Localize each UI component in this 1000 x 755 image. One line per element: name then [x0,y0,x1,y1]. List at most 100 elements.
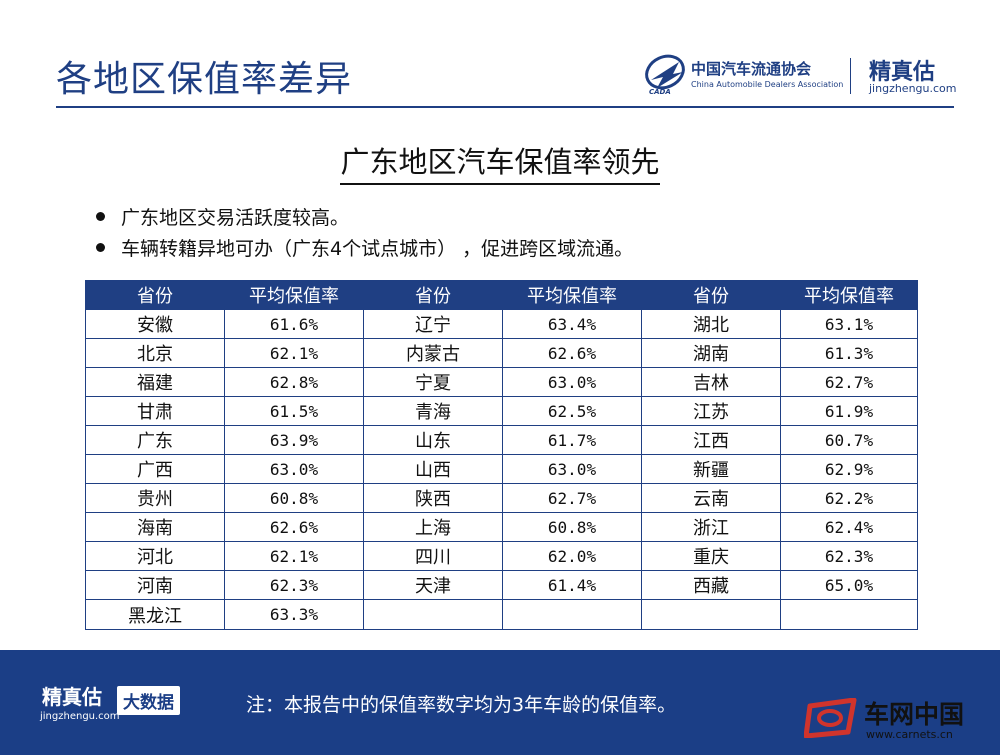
section-title: 广东地区汽车保值率领先 [0,139,1000,185]
province-cell: 重庆 [641,541,781,571]
rate-cell: 62.6% [502,338,642,368]
table-row: 福建 62.8% 宁夏 63.0% 吉林 62.7% [85,367,918,397]
rate-cell: 62.1% [224,541,364,571]
rate-cell [502,599,642,630]
bullet-item: 广东地区交易活跃度较高。 [96,203,633,234]
logo-divider [850,58,851,94]
province-cell: 福建 [85,367,225,397]
province-cell: 内蒙古 [363,338,503,368]
province-cell: 辽宁 [363,309,503,339]
rate-cell: 62.7% [502,483,642,513]
header-logos: CADA 中国汽车流通协会 China Automobile Dealers A… [643,50,963,96]
province-cell: 吉林 [641,367,781,397]
rate-cell: 61.6% [224,309,364,339]
rate-cell: 62.0% [502,541,642,571]
rate-cell: 61.7% [502,425,642,455]
table-row: 河南 62.3% 天津 61.4% 西藏 65.0% [85,570,918,600]
svg-text:CADA: CADA [649,88,671,96]
cada-english-name: China Automobile Dealers Association [691,80,844,89]
province-cell: 新疆 [641,454,781,484]
carnets-name: 车网中国 [864,700,965,729]
rate-cell: 60.8% [502,512,642,542]
rate-cell: 62.6% [224,512,364,542]
footer-note: 注：本报告中的保值率数字均为3年车龄的保值率。 [246,694,677,716]
table-row: 河北 62.1% 四川 62.0% 重庆 62.3% [85,541,918,571]
province-cell: 湖南 [641,338,781,368]
footer-brand: 精真估 [42,685,102,709]
province-cell: 浙江 [641,512,781,542]
rate-cell [780,599,918,630]
province-cell: 山西 [363,454,503,484]
table-row: 甘肃 61.5% 青海 62.5% 江苏 61.9% [85,396,918,426]
province-cell: 贵州 [85,483,225,513]
table-header-row: 省份 平均保值率 省份 平均保值率 省份 平均保值率 [85,280,918,310]
bullet-text: 广东地区交易活跃度较高。 [121,207,350,229]
footer-url: jingzhengu.com [40,711,120,722]
rate-cell: 60.7% [780,425,918,455]
rate-cell: 63.0% [502,367,642,397]
table-row: 安徽 61.6% 辽宁 63.4% 湖北 63.1% [85,309,918,339]
province-cell: 河北 [85,541,225,571]
bullet-icon [96,243,105,252]
province-cell [641,599,781,630]
province-cell: 河南 [85,570,225,600]
table-body: 安徽 61.6% 辽宁 63.4% 湖北 63.1% 北京 62.1% 内蒙古 62.6% 湖南 61… [85,309,918,630]
jzg-logo-name: 精真估 [869,60,936,85]
rate-cell: 62.4% [780,512,918,542]
rate-cell: 63.3% [224,599,364,630]
province-cell: 天津 [363,570,503,600]
rate-cell: 62.3% [224,570,364,600]
rate-cell: 61.4% [502,570,642,600]
header-rate: 平均保值率 [224,280,364,310]
province-cell: 江苏 [641,396,781,426]
jzg-logo-url: jingzhengu.com [869,82,957,95]
header-province: 省份 [641,280,781,310]
table-row: 广东 63.9% 山东 61.7% 江西 60.7% [85,425,918,455]
rate-cell: 62.8% [224,367,364,397]
retention-rate-table: 省份 平均保值率 省份 平均保值率 省份 平均保值率 安徽 61.6% 辽宁 63.4… [85,280,918,630]
rate-cell: 62.5% [502,396,642,426]
table-row: 广西 63.0% 山西 63.0% 新疆 62.9% [85,454,918,484]
header-province: 省份 [85,280,225,310]
table-row: 海南 62.6% 上海 60.8% 浙江 62.4% [85,512,918,542]
rate-cell: 65.0% [780,570,918,600]
rate-cell: 62.3% [780,541,918,571]
province-cell: 广西 [85,454,225,484]
rate-cell: 62.2% [780,483,918,513]
rate-cell: 61.9% [780,396,918,426]
rate-cell: 63.9% [224,425,364,455]
province-cell: 陕西 [363,483,503,513]
header-rate: 平均保值率 [780,280,918,310]
table-row: 贵州 60.8% 陕西 62.7% 云南 62.2% [85,483,918,513]
rate-cell: 63.1% [780,309,918,339]
carnets-logo: 车网中国 www.carnets.cn [800,692,1000,755]
header-rate: 平均保值率 [502,280,642,310]
province-cell: 西藏 [641,570,781,600]
province-cell: 广东 [85,425,225,455]
bullet-item: 车辆转籍异地可办（广东4个试点城市） ，促进跨区域流通。 [96,234,633,265]
province-cell: 甘肃 [85,396,225,426]
province-cell: 江西 [641,425,781,455]
province-cell: 山东 [363,425,503,455]
cada-name: 中国汽车流通协会 [691,60,812,78]
rate-cell: 60.8% [224,483,364,513]
section-title-text: 广东地区汽车保值率领先 [340,139,660,185]
bullet-text: 车辆转籍异地可办（广东4个试点城市） ，促进跨区域流通。 [121,238,634,260]
rate-cell: 63.0% [502,454,642,484]
rate-cell: 62.7% [780,367,918,397]
province-cell: 宁夏 [363,367,503,397]
province-cell: 云南 [641,483,781,513]
carnets-logo-icon [804,698,857,738]
footer-badge: 大数据 [117,686,180,715]
bullet-list: 广东地区交易活跃度较高。 车辆转籍异地可办（广东4个试点城市） ，促进跨区域流通… [96,203,633,265]
province-cell: 四川 [363,541,503,571]
province-cell: 海南 [85,512,225,542]
table-row: 黑龙江 63.3% [85,599,918,630]
province-cell: 湖北 [641,309,781,339]
province-cell: 青海 [363,396,503,426]
page-title: 各地区保值率差异 [56,59,353,100]
province-cell: 安徽 [85,309,225,339]
province-cell: 北京 [85,338,225,368]
table-row: 北京 62.1% 内蒙古 62.6% 湖南 61.3% [85,338,918,368]
province-cell: 黑龙江 [85,599,225,630]
